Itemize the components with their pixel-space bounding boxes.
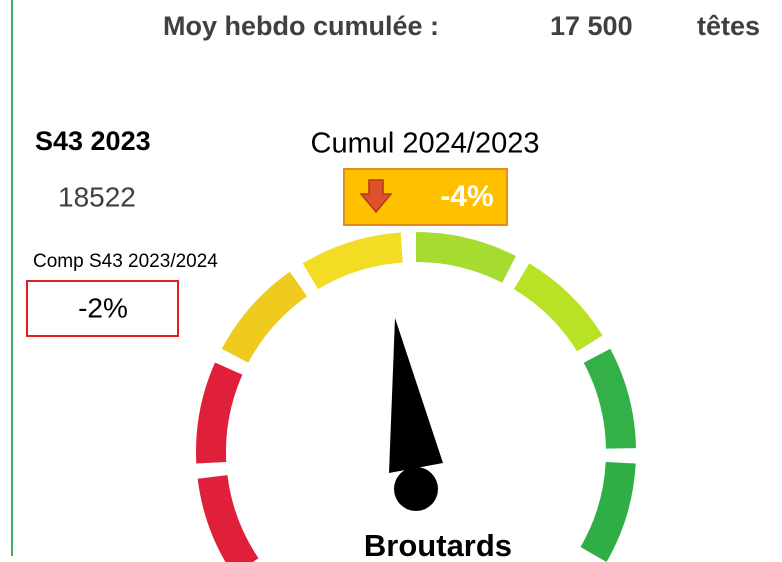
gauge-segment	[416, 232, 516, 283]
down-arrow-icon	[359, 179, 393, 214]
gauge-segment	[196, 362, 243, 464]
gauge-hub	[394, 467, 438, 511]
header-value: 17 500	[550, 11, 633, 41]
week-value: 18522	[58, 181, 136, 212]
header-unit: têtes	[697, 11, 760, 41]
gauge-segment	[583, 348, 636, 449]
cumul-value: -4%	[440, 180, 493, 213]
week-title: S43 2023	[35, 126, 151, 156]
gauge-segment	[513, 263, 603, 352]
cumul-label: Cumul 2024/2023	[311, 128, 540, 160]
comparison-value: -2%	[78, 292, 128, 323]
gauge	[196, 232, 636, 562]
comparison-label: Comp S43 2023/2024	[33, 251, 218, 272]
gauge-needle	[389, 318, 443, 473]
comparison-box	[26, 280, 179, 337]
gauge-segment	[302, 232, 403, 290]
gauge-segment	[221, 271, 308, 363]
gauge-segment	[580, 461, 636, 562]
header-label: Moy hebdo cumulée :	[163, 11, 439, 41]
gauge-segment	[197, 475, 259, 562]
gauge-label: Broutards	[364, 528, 512, 562]
